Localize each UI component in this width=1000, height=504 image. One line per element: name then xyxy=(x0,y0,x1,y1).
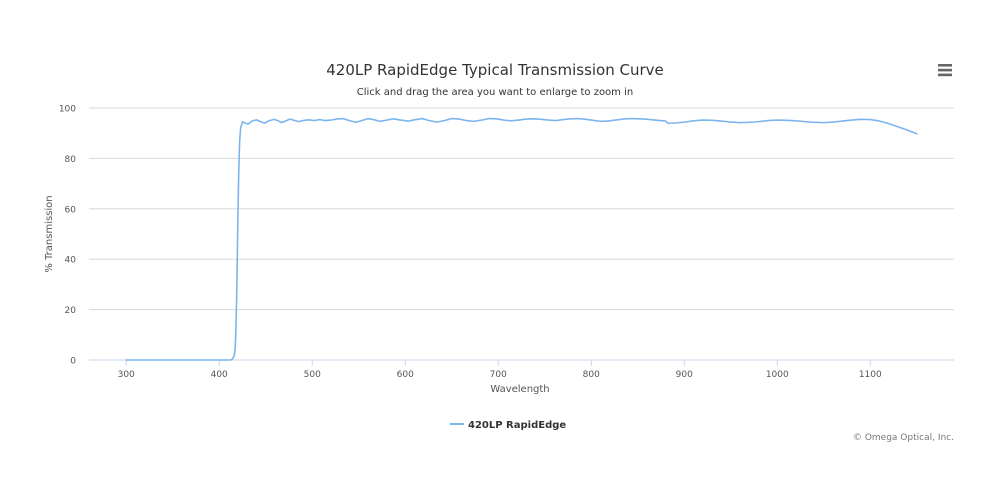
x-axis xyxy=(89,359,954,366)
x-axis-labels: 300 400 500 600 700 800 900 1000 1100 xyxy=(118,370,882,380)
x-tick-label: 1000 xyxy=(766,370,789,380)
x-tick-label: 600 xyxy=(397,370,414,380)
x-tick-label: 1100 xyxy=(859,370,882,380)
legend[interactable]: 420LP RapidEdge xyxy=(450,420,566,431)
chart-title: 420LP RapidEdge Typical Transmission Cur… xyxy=(326,61,664,79)
y-tick-label: 100 xyxy=(59,105,76,115)
y-tick-label: 20 xyxy=(65,306,77,316)
menu-icon-bar-middle xyxy=(938,68,952,72)
credits-text[interactable]: © Omega Optical, Inc. xyxy=(853,433,954,443)
x-tick-label: 400 xyxy=(211,370,228,380)
y-axis-title: % Transmission xyxy=(44,195,55,272)
y-tick-label: 80 xyxy=(65,155,77,165)
menu-icon-bar-top xyxy=(938,64,952,67)
x-axis-title: Wavelength xyxy=(490,384,549,395)
series-line[interactable] xyxy=(125,117,918,361)
series-group[interactable] xyxy=(125,117,918,361)
x-tick-label: 800 xyxy=(583,370,600,380)
y-tick-label: 40 xyxy=(65,256,77,266)
y-tick-label: 0 xyxy=(70,357,76,367)
x-tick-label: 300 xyxy=(118,370,135,380)
y-axis-labels: 0 20 40 60 80 100 xyxy=(59,105,76,367)
y-tick-label: 60 xyxy=(65,205,77,215)
x-tick-label: 900 xyxy=(676,370,693,380)
menu-icon-bar-bottom xyxy=(938,73,952,77)
y-grid-lines xyxy=(89,107,954,311)
chart-subtitle: Click and drag the area you want to enla… xyxy=(357,87,633,98)
x-tick-label: 500 xyxy=(304,370,321,380)
legend-item-label[interactable]: 420LP RapidEdge xyxy=(468,420,566,431)
x-tick-label: 700 xyxy=(490,370,507,380)
hamburger-menu-icon[interactable] xyxy=(932,58,958,82)
